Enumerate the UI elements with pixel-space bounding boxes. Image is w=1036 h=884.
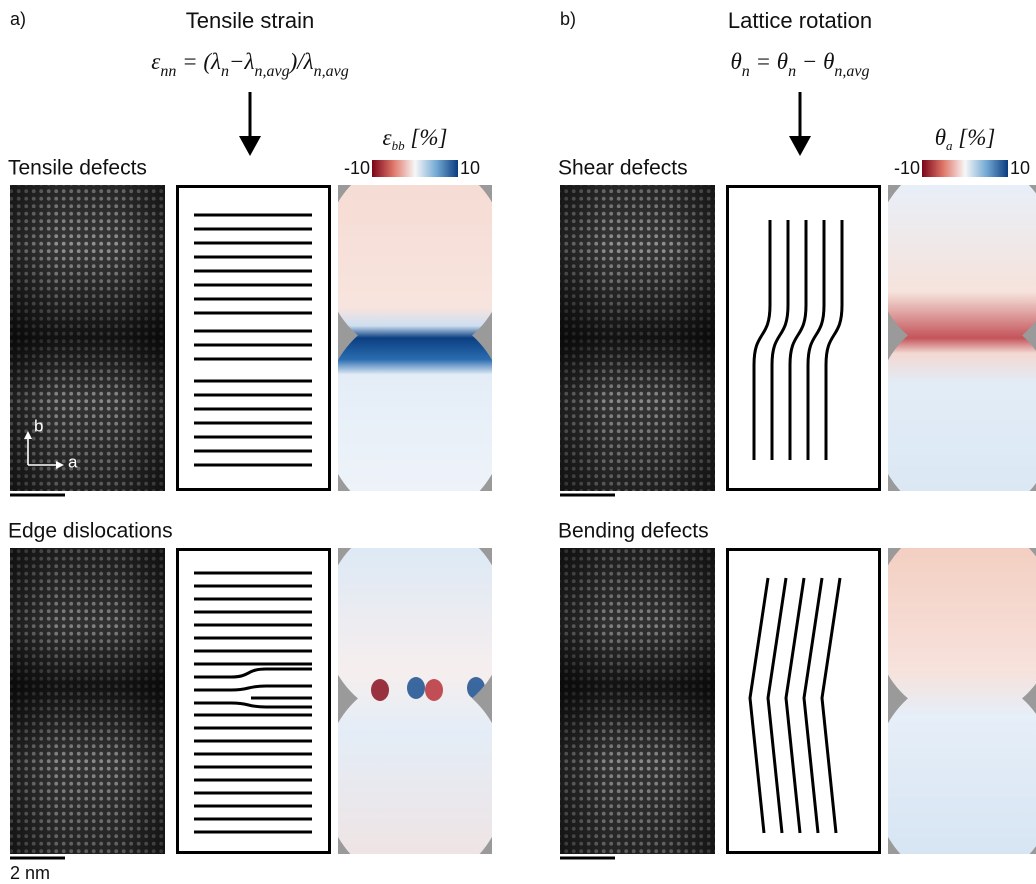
strain-map <box>888 185 1036 491</box>
stem-shade <box>560 185 715 491</box>
arrow-head <box>789 136 811 156</box>
formula-part: bb <box>392 138 406 153</box>
formula-part: n,avg <box>834 63 869 80</box>
arrow-head <box>239 136 261 156</box>
colorbar-label: θa [%] <box>935 125 996 153</box>
formula-part: − θ <box>796 49 834 74</box>
strain-map <box>338 548 492 854</box>
panel-title: Tensile strain <box>186 8 314 33</box>
map-field <box>338 185 492 491</box>
strain-map <box>338 185 492 491</box>
formula-part: = (λ <box>176 49 221 74</box>
figure: a)Tensile strainεnn = (λn−λn,avg)/λn,avg… <box>0 0 1036 884</box>
colorbar-min: -10 <box>894 158 920 178</box>
row-title: Shear defects <box>558 157 688 180</box>
map-spot <box>407 677 425 699</box>
formula-part: nn <box>160 63 176 80</box>
axis-label: a <box>68 452 78 471</box>
lattice-diagram <box>178 550 330 853</box>
formula: εnn = (λn−λn,avg)/λn,avg <box>151 49 348 80</box>
axis-label: b <box>34 416 43 435</box>
colorbar-label: εbb [%] <box>383 125 448 153</box>
colorbar-min: -10 <box>344 158 370 178</box>
map-field <box>888 185 1036 491</box>
formula-part: [%] <box>405 125 448 150</box>
map-fill <box>888 548 1036 854</box>
map-field <box>888 548 1036 854</box>
scale-bar-label: 2 nm <box>10 863 50 883</box>
formula-part: [%] <box>953 125 996 150</box>
map-fill <box>338 185 492 491</box>
diagram-frame <box>728 187 880 490</box>
lattice-diagram <box>728 550 880 853</box>
formula-part: = θ <box>750 49 788 74</box>
lattice-diagram <box>178 187 330 490</box>
formula-part: θ <box>935 125 946 150</box>
colorbar-max: 10 <box>460 158 480 178</box>
row-title: Edge dislocations <box>8 520 173 543</box>
lattice-diagram <box>728 187 880 490</box>
panel-title: Lattice rotation <box>728 8 872 33</box>
map-field <box>338 548 492 854</box>
map-spot <box>425 679 443 701</box>
stem-shade <box>560 548 715 854</box>
formula-part: n,avg <box>254 63 289 80</box>
formula-part: n <box>742 63 750 80</box>
stem-shade <box>10 548 165 854</box>
panel-label: b) <box>560 9 576 29</box>
row-title: Tensile defects <box>8 157 147 180</box>
colorbar <box>372 160 458 177</box>
stem-shade <box>10 185 165 491</box>
formula-part: n <box>788 63 796 80</box>
diagram-frame <box>178 187 330 490</box>
formula-part: θ <box>730 49 741 74</box>
colorbar-max: 10 <box>1010 158 1030 178</box>
formula-part: −λ <box>229 49 255 74</box>
panel-label: a) <box>10 9 26 29</box>
map-fill <box>338 548 492 854</box>
map-spot <box>371 679 389 701</box>
formula: θn = θn − θn,avg <box>730 49 869 80</box>
row-title: Bending defects <box>558 520 709 543</box>
formula-part: n,avg <box>314 63 349 80</box>
colorbar <box>922 160 1008 177</box>
strain-map <box>888 548 1036 854</box>
formula-part: )/λ <box>288 49 314 74</box>
formula-part: n <box>221 63 229 80</box>
map-fill <box>888 185 1036 491</box>
